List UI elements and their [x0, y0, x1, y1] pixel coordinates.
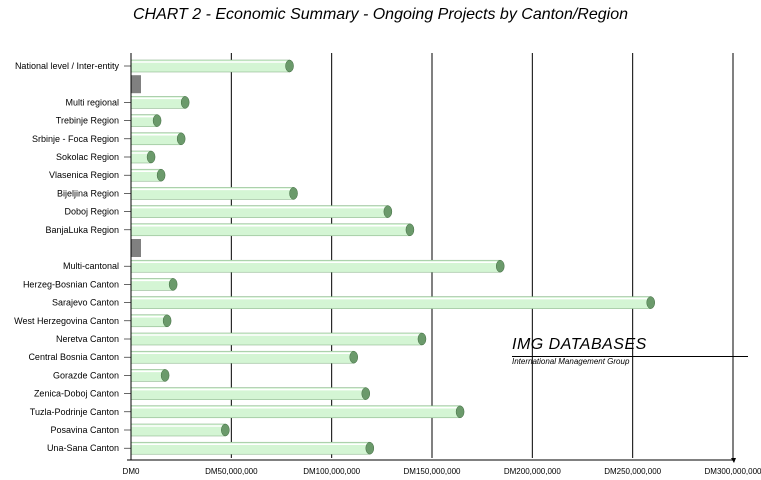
x-axis-end-marker: [731, 458, 736, 463]
category-label: Tuzla-Podrinje Canton: [30, 407, 119, 417]
bar-end-cap: [365, 441, 375, 455]
bar: [130, 223, 415, 237]
category-label: Zenica-Doboj Canton: [34, 389, 119, 399]
bar: [130, 132, 186, 146]
bar-end-cap: [221, 423, 230, 437]
category-label: Vlasenica Region: [49, 170, 119, 180]
category-label: Una-Sana Canton: [47, 443, 119, 453]
category-label: Gorazde Canton: [53, 370, 119, 380]
bar: [130, 350, 358, 364]
category-label: Multi-cantonal: [63, 261, 119, 271]
bar-end-cap: [285, 59, 294, 73]
bar-end-cap: [152, 114, 162, 127]
category-labels: National level / Inter-entity Multi regio…: [14, 61, 119, 453]
category-label: Posavina Canton: [50, 425, 119, 435]
category-label: Neretva Canton: [56, 334, 119, 344]
bar: [130, 278, 178, 291]
bar: [130, 59, 294, 73]
img-databases-watermark: IMG DATABASES International Management G…: [512, 336, 748, 367]
bar: [130, 96, 190, 109]
category-label: Trebinje Region: [56, 116, 119, 126]
watermark-subtitle: International Management Group: [512, 357, 630, 366]
x-tick-label: DM150,000,000: [404, 467, 461, 476]
bar: [130, 423, 230, 437]
bar: [130, 150, 156, 164]
bar-end-cap: [361, 387, 371, 400]
bar: [130, 296, 655, 309]
bar-end-cap: [383, 205, 393, 218]
category-label: Sarajevo Canton: [52, 298, 119, 308]
category-label: Bijeljina Region: [57, 188, 119, 198]
group-separator: [131, 75, 141, 94]
watermark-rule: [512, 356, 748, 357]
x-tick-label: DM250,000,000: [604, 467, 661, 476]
bar: [130, 259, 505, 273]
watermark-title: IMG DATABASES: [512, 336, 647, 353]
category-label: Multi regional: [65, 97, 119, 107]
bar-end-cap: [168, 278, 178, 291]
bar-end-cap: [349, 350, 358, 364]
bar: [130, 114, 162, 127]
category-label: West Herzegovina Canton: [14, 316, 119, 326]
bar-end-cap: [180, 96, 190, 109]
category-label: Central Bosnia Canton: [28, 352, 119, 362]
bar: [130, 405, 465, 419]
bar: [130, 369, 170, 382]
bar-end-cap: [160, 369, 170, 382]
category-label: Herzeg-Bosnian Canton: [23, 279, 119, 289]
x-tick-label: DM50,000,000: [205, 467, 258, 476]
bar-end-cap: [156, 168, 166, 182]
bar-end-cap: [417, 332, 427, 346]
bars: [130, 59, 655, 455]
x-tick-label: DM300,000,000: [705, 467, 761, 476]
bar: [130, 187, 298, 200]
x-tick-label: DM100,000,000: [303, 467, 360, 476]
bar: [130, 387, 371, 400]
group-separator: [131, 239, 141, 257]
bar-end-cap: [146, 150, 156, 164]
category-label: Sokolac Region: [56, 152, 119, 162]
bar-end-cap: [646, 296, 655, 309]
bar-end-cap: [495, 259, 505, 273]
category-label: Srbinje - Foca Region: [32, 134, 119, 144]
bar-end-cap: [289, 187, 298, 200]
category-label: Doboj Region: [64, 207, 119, 217]
bar: [130, 205, 393, 218]
chart-title: CHART 2 - Economic Summary - Ongoing Pro…: [132, 6, 628, 23]
bar-end-cap: [405, 223, 415, 237]
x-tick-label: DM0: [123, 467, 140, 476]
bar: [130, 314, 172, 328]
bar-end-cap: [162, 314, 172, 328]
category-label: National level / Inter-entity: [15, 61, 120, 71]
axes: [124, 53, 736, 463]
bar: [130, 441, 375, 455]
x-tick-labels: DM0 DM50,000,000 DM100,000,000 DM150,000,00…: [123, 467, 761, 476]
bar-end-cap: [455, 405, 465, 419]
category-label: BanjaLuka Region: [45, 225, 119, 235]
bar: [130, 168, 166, 182]
bar-end-cap: [176, 132, 186, 146]
x-tick-label: DM200,000,000: [504, 467, 561, 476]
bar: [130, 332, 427, 346]
